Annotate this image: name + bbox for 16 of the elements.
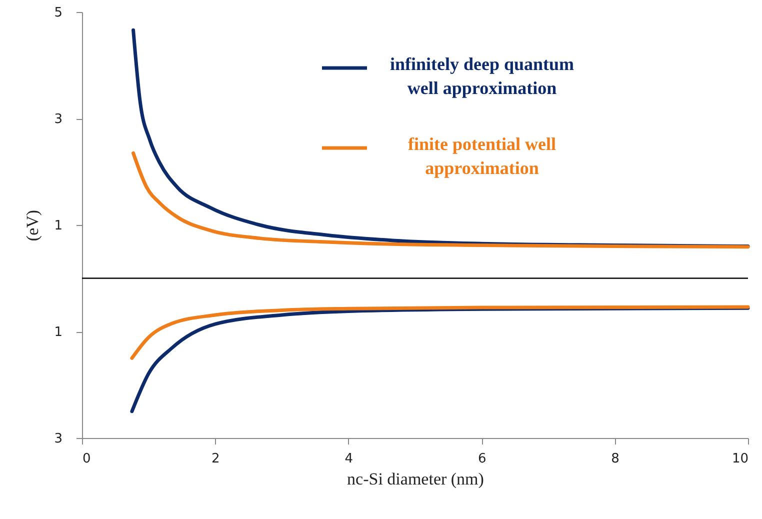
x-tick-label: 6 — [478, 452, 486, 466]
x-tick-label: 4 — [344, 452, 354, 466]
legend-label: infinitely deep quantum well approximation — [390, 54, 574, 98]
y-tick-label: 3 — [54, 112, 62, 127]
y-tick-label: 1 — [54, 218, 62, 234]
y-tick-label: 1 — [54, 325, 62, 340]
y-tick-label: 5 — [54, 6, 62, 20]
y-axis-title: (eV) — [23, 210, 42, 242]
x-tick-label: 0 — [82, 452, 91, 466]
y-tick-label: 3 — [54, 432, 62, 446]
x-tick-label: 2 — [212, 452, 220, 466]
x-tick-label: 10 — [732, 452, 748, 466]
x-axis-title: nc-Si diameter (nm) — [347, 470, 484, 488]
line-series — [130, 305, 750, 360]
x-tick-label: 8 — [611, 452, 620, 466]
legend-label: finite potential well approximation — [408, 134, 556, 178]
